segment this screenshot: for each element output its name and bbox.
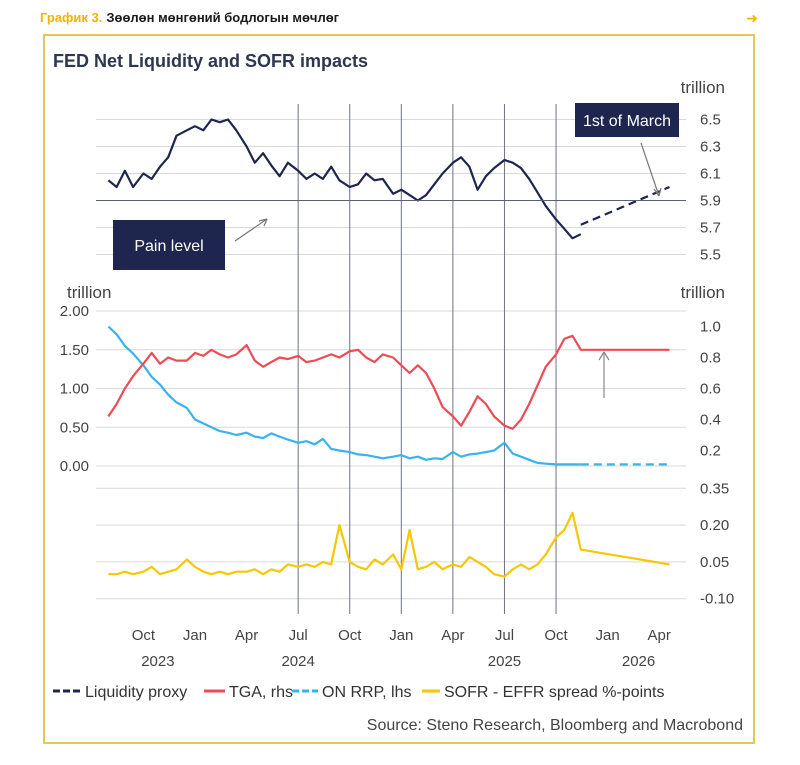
liquidity-proxy-line bbox=[107, 118, 582, 240]
x-tick-month: Jan bbox=[596, 627, 620, 644]
y-tick: 5.5 bbox=[700, 247, 721, 264]
x-tick-month: Oct bbox=[544, 627, 568, 644]
legend: Liquidity proxy TGA, rhs ON RRP, lhs SOF… bbox=[53, 684, 665, 701]
pain-level-arrow bbox=[234, 218, 268, 242]
x-tick-month: Oct bbox=[132, 627, 156, 644]
on-rrp-line bbox=[107, 325, 581, 466]
legend-item-sofr[interactable]: SOFR - EFFR spread %-points bbox=[422, 684, 665, 701]
y-tick: 0.8 bbox=[700, 350, 721, 367]
legend-label-rrp: ON RRP, lhs bbox=[322, 684, 412, 701]
y-tick: 0.50 bbox=[60, 419, 89, 436]
panel2-grid bbox=[96, 310, 686, 467]
march-box bbox=[575, 103, 679, 137]
y-tick: 5.9 bbox=[700, 193, 721, 210]
source-note: Source: Steno Research, Bloomberg and Ma… bbox=[367, 717, 743, 734]
figure-header: График 3. Зөөлөн мөнгөний бодлогын мөчлөг… bbox=[40, 9, 760, 31]
panel1-unit-label: trillion bbox=[681, 78, 725, 97]
tga-line bbox=[107, 334, 670, 430]
y-tick: 6.3 bbox=[700, 139, 721, 156]
tga-annotation-arrow bbox=[598, 351, 610, 398]
legend-label-sofr: SOFR - EFFR spread %-points bbox=[444, 684, 665, 701]
x-axis-month-ticks: Oct Jan Apr Jul Oct Jan Apr Jul Oct Jan … bbox=[132, 627, 671, 644]
fast-forward-icon[interactable]: ➜ bbox=[746, 10, 758, 26]
panel2-left-y-ticks: 2.00 1.50 1.00 0.50 0.00 bbox=[60, 303, 89, 475]
legend-label-liquidity: Liquidity proxy bbox=[85, 684, 187, 701]
panel2-right-y-ticks: 1.0 0.8 0.6 0.4 0.2 bbox=[700, 319, 721, 460]
quarter-gridlines bbox=[297, 104, 557, 614]
y-tick: 0.6 bbox=[700, 381, 721, 398]
x-tick-month: Jan bbox=[389, 627, 413, 644]
panel2-right-unit-label: trillion bbox=[681, 283, 725, 302]
y-tick: 0.20 bbox=[700, 517, 729, 534]
chart-frame: FED Net Liquidity and SOFR impacts trill… bbox=[43, 34, 755, 744]
pain-level-arrowhead bbox=[258, 218, 268, 227]
x-tick-month: Jul bbox=[289, 627, 308, 644]
series-lines bbox=[107, 118, 670, 578]
liquidity-proxy-projection-line bbox=[580, 185, 670, 226]
legend-item-liquidity[interactable]: Liquidity proxy bbox=[53, 684, 187, 701]
x-tick-month: Oct bbox=[338, 627, 362, 644]
x-tick-month: Apr bbox=[648, 627, 671, 644]
y-tick: 0.05 bbox=[700, 554, 729, 571]
y-tick: 0.35 bbox=[700, 480, 729, 497]
x-tick-month: Apr bbox=[235, 627, 258, 644]
sofr-effr-spread-line bbox=[108, 511, 670, 578]
march-annotation: 1st of March bbox=[575, 103, 679, 197]
panel3-y-ticks: 0.35 0.20 0.05 -0.10 bbox=[700, 480, 734, 607]
chart-title: FED Net Liquidity and SOFR impacts bbox=[53, 51, 368, 71]
x-tick-month: Apr bbox=[441, 627, 464, 644]
march-arrowhead bbox=[653, 187, 662, 197]
x-year-label: 2024 bbox=[281, 653, 314, 670]
figure-title: Зөөлөн мөнгөний бодлогын мөчлөг bbox=[106, 10, 340, 25]
march-arrow bbox=[640, 142, 660, 197]
legend-label-tga: TGA, rhs bbox=[229, 684, 293, 701]
y-tick: 6.5 bbox=[700, 112, 721, 129]
panel2-left-unit-label: trillion bbox=[67, 283, 111, 302]
y-tick: 1.00 bbox=[60, 381, 89, 398]
x-year-label: 2023 bbox=[141, 653, 174, 670]
y-tick: 1.0 bbox=[700, 319, 721, 336]
y-tick: 5.7 bbox=[700, 220, 721, 237]
march-label: 1st of March bbox=[583, 113, 671, 130]
y-tick: 0.4 bbox=[700, 412, 721, 429]
y-tick: -0.10 bbox=[700, 591, 734, 608]
legend-item-rrp[interactable]: ON RRP, lhs bbox=[292, 684, 412, 701]
panel3-grid bbox=[96, 487, 686, 600]
x-tick-month: Jul bbox=[495, 627, 514, 644]
y-tick: 1.50 bbox=[60, 342, 89, 359]
chart-canvas: FED Net Liquidity and SOFR impacts trill… bbox=[53, 51, 743, 734]
panel1-y-ticks: 6.5 6.3 6.1 5.9 5.7 5.5 bbox=[700, 112, 721, 264]
x-year-label: 2025 bbox=[488, 653, 521, 670]
x-axis-year-labels: 2023 2024 2025 2026 bbox=[141, 653, 655, 670]
y-tick: 0.00 bbox=[60, 458, 89, 475]
x-year-label: 2026 bbox=[622, 653, 655, 670]
pain-level-label: Pain level bbox=[134, 238, 203, 255]
pain-level-annotation: Pain level bbox=[113, 218, 268, 270]
legend-item-tga[interactable]: TGA, rhs bbox=[204, 684, 293, 701]
tga-arrowhead bbox=[598, 351, 610, 361]
y-tick: 2.00 bbox=[60, 303, 89, 320]
x-tick-month: Jan bbox=[183, 627, 207, 644]
pain-level-box bbox=[113, 220, 225, 270]
y-tick: 6.1 bbox=[700, 166, 721, 183]
y-tick: 0.2 bbox=[700, 443, 721, 460]
figure-label: График 3. bbox=[40, 10, 103, 25]
